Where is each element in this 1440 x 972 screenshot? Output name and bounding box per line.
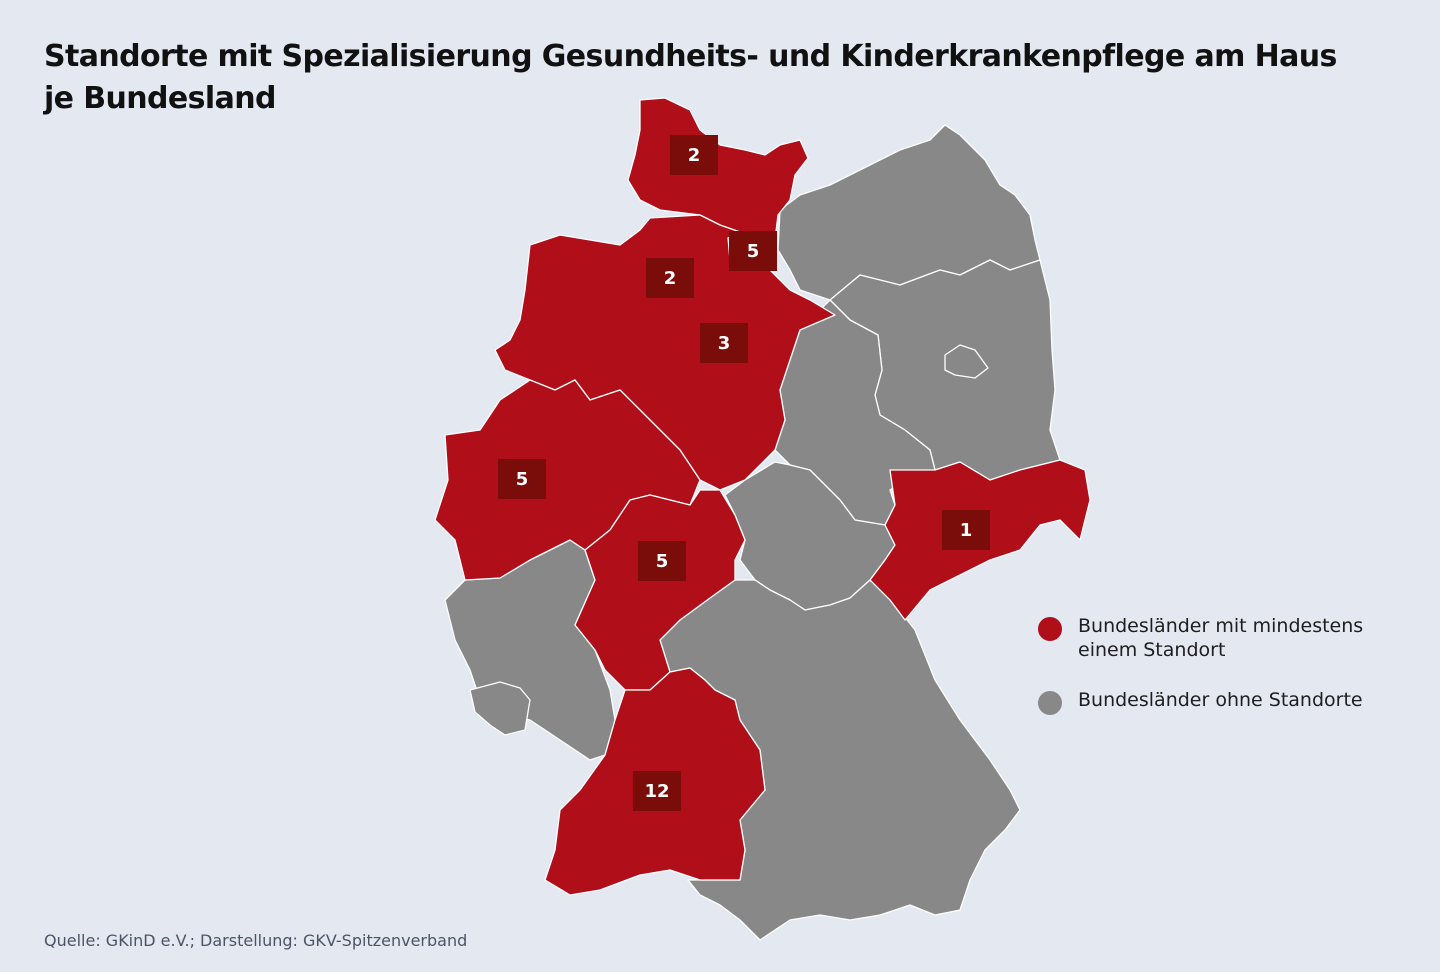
legend-label: Bundesländer ohne Standorte — [1078, 689, 1363, 711]
state-hessen — [574, 489, 746, 691]
state-saarland — [469, 681, 531, 736]
legend-item-without-location: Bundesländer ohne Standorte — [1038, 688, 1378, 715]
chart-title: Standorte mit Spezialisierung Gesundheit… — [44, 39, 1337, 116]
legend: Bundesländer mit mindestens einem Stando… — [1038, 614, 1378, 741]
value-label-hessen: 5 — [638, 541, 686, 581]
state-berlin — [944, 344, 989, 379]
value-label-bremen: 2 — [646, 258, 694, 298]
legend-item-with-location: Bundesländer mit mindestens einem Stando… — [1038, 614, 1378, 662]
gray-dot-icon — [1038, 691, 1062, 715]
value-label-schleswig-holstein: 2 — [670, 135, 718, 175]
value-label-niedersachsen: 3 — [700, 323, 748, 363]
legend-label: Bundesländer mit mindestens einem Stando… — [1078, 615, 1364, 661]
source-note: Quelle: GKinD e.V.; Darstellung: GKV-Spi… — [44, 931, 468, 950]
value-label-sachsen: 1 — [942, 510, 990, 550]
value-label-nordrhein-westfalen: 5 — [498, 459, 546, 499]
red-dot-icon — [1038, 617, 1062, 641]
value-label-baden-wuerttemberg: 12 — [633, 771, 681, 811]
value-label-hamburg: 5 — [729, 231, 777, 271]
